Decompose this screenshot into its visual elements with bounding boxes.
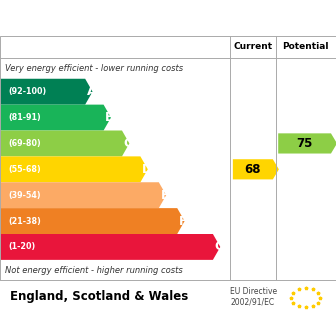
Text: Energy Efficiency Rating: Energy Efficiency Rating (10, 10, 232, 25)
Text: (21-38): (21-38) (8, 217, 41, 226)
Text: England, Scotland & Wales: England, Scotland & Wales (10, 290, 188, 303)
Text: (92-100): (92-100) (8, 87, 47, 96)
Text: E: E (161, 189, 169, 202)
Text: G: G (215, 240, 225, 254)
Text: (1-20): (1-20) (8, 243, 36, 251)
Polygon shape (0, 130, 129, 156)
Text: EU Directive
2002/91/EC: EU Directive 2002/91/EC (230, 287, 277, 307)
Text: (69-80): (69-80) (8, 139, 41, 148)
Polygon shape (0, 208, 184, 234)
Polygon shape (233, 159, 279, 180)
Text: (39-54): (39-54) (8, 191, 41, 200)
Polygon shape (0, 156, 148, 182)
Text: Current: Current (233, 43, 272, 51)
Polygon shape (0, 234, 220, 260)
Text: Very energy efficient - lower running costs: Very energy efficient - lower running co… (5, 64, 183, 73)
Text: F: F (179, 215, 187, 227)
Text: 68: 68 (245, 163, 261, 176)
Text: Potential: Potential (283, 43, 329, 51)
Text: Not energy efficient - higher running costs: Not energy efficient - higher running co… (5, 266, 183, 275)
Polygon shape (0, 79, 92, 105)
Text: A: A (87, 85, 96, 98)
Text: (55-68): (55-68) (8, 165, 41, 174)
Text: C: C (124, 137, 133, 150)
Text: 75: 75 (296, 137, 313, 150)
Text: D: D (142, 163, 152, 176)
Polygon shape (0, 105, 111, 130)
Text: B: B (105, 111, 115, 124)
Polygon shape (278, 133, 336, 153)
Polygon shape (0, 182, 166, 208)
Text: (81-91): (81-91) (8, 113, 41, 122)
